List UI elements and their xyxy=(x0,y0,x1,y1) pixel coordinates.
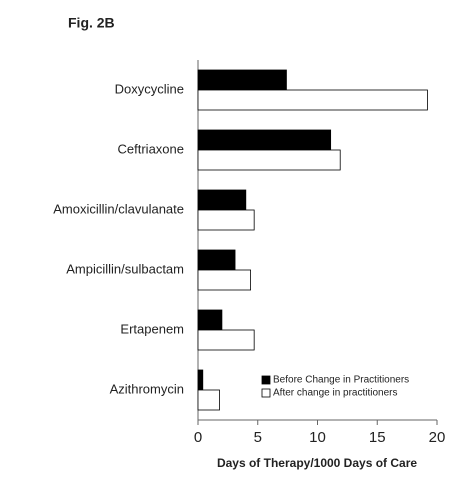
y-tick-label: Ampicillin/sulbactam xyxy=(66,261,184,276)
y-tick-label: Amoxicillin/clavulanate xyxy=(53,201,184,216)
bar xyxy=(197,249,236,271)
y-tick-label: Ertapenem xyxy=(120,321,184,336)
bar xyxy=(197,389,220,411)
x-axis-label: Days of Therapy/1000 Days of Care xyxy=(217,456,417,470)
bar xyxy=(197,209,255,231)
y-tick-label: Doxycycline xyxy=(115,81,184,96)
bar xyxy=(197,269,251,291)
x-tick-label: 5 xyxy=(254,429,262,446)
x-tick-label: 15 xyxy=(369,429,386,446)
legend-swatch xyxy=(261,388,271,398)
bar xyxy=(197,369,204,391)
chart-title: Fig. 2B xyxy=(68,15,115,31)
y-tick-label: Azithromycin xyxy=(110,381,184,396)
x-tick-label: 10 xyxy=(309,429,326,446)
bar xyxy=(197,189,247,211)
bar xyxy=(197,89,428,111)
legend-swatch xyxy=(261,375,271,385)
bar xyxy=(197,149,341,171)
bar xyxy=(197,69,287,91)
bar xyxy=(197,329,255,351)
x-tick-label: 0 xyxy=(194,429,202,446)
legend-label: Before Change in Practitioners xyxy=(273,375,409,386)
x-tick-label: 20 xyxy=(429,429,446,446)
bar xyxy=(197,309,223,331)
y-tick-label: Ceftriaxone xyxy=(118,141,184,156)
bar xyxy=(197,129,332,151)
legend-label: After change in practitioners xyxy=(273,388,398,399)
